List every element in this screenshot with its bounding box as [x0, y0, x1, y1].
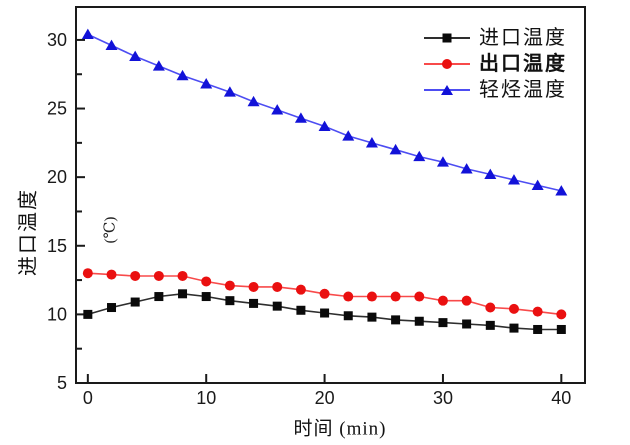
square-marker-icon — [225, 296, 235, 306]
plot-frame — [75, 6, 586, 384]
triangle-marker-icon — [555, 185, 568, 196]
square-marker-icon — [249, 298, 259, 308]
triangle-marker-icon — [294, 112, 307, 123]
triangle-marker-icon — [484, 168, 497, 180]
circle-marker-icon — [319, 288, 330, 299]
square-marker-icon — [130, 297, 140, 307]
legend-label: 出口温度 — [479, 53, 567, 75]
triangle-marker-icon — [441, 85, 453, 95]
circle-marker-icon — [414, 291, 425, 302]
series-light-hydrocarbon-temp — [81, 28, 568, 196]
circle-marker-icon — [366, 291, 377, 302]
legend-label: 轻烃温度 — [479, 79, 567, 101]
y-tick-label: 30 — [47, 30, 67, 50]
triangle-marker-icon — [318, 120, 331, 131]
legend-key-circle-icon — [424, 58, 470, 70]
square-marker-icon — [556, 324, 566, 334]
triangle-marker-icon — [200, 78, 213, 89]
square-marker-icon — [83, 309, 93, 319]
circle-marker-icon — [153, 270, 164, 281]
series-inlet-temp — [83, 289, 566, 334]
triangle-marker-icon — [129, 50, 142, 62]
circle-marker-icon — [201, 276, 212, 287]
y-tick-label: 10 — [47, 304, 67, 324]
x-tick-label: 30 — [433, 388, 453, 408]
square-marker-icon — [509, 323, 519, 333]
circle-marker-icon — [343, 291, 354, 302]
square-marker-icon — [154, 292, 164, 302]
square-marker-icon — [462, 319, 472, 329]
square-marker-icon — [343, 311, 353, 321]
triangle-marker-icon — [507, 174, 520, 185]
square-marker-icon — [442, 33, 452, 43]
triangle-marker-icon — [152, 60, 165, 71]
triangle-marker-icon — [436, 156, 449, 167]
legend-item-outlet-temp: 出口温度 — [424, 51, 567, 77]
legend-label: 进口温度 — [479, 27, 567, 49]
circle-marker-icon — [248, 281, 259, 292]
legend-key-triangle-icon — [424, 84, 470, 96]
circle-marker-icon — [437, 295, 448, 306]
triangle-marker-icon — [460, 163, 473, 174]
square-marker-icon — [414, 316, 424, 326]
triangle-marker-icon — [413, 150, 426, 162]
circle-marker-icon — [82, 268, 93, 279]
square-marker-icon — [320, 308, 330, 318]
x-tick-label: 10 — [196, 388, 216, 408]
x-tick-label: 40 — [551, 388, 571, 408]
y-axis-ticks: 5 10 15 20 25 30 — [47, 30, 85, 393]
triangle-marker-icon — [176, 69, 189, 81]
triangle-marker-icon — [271, 104, 284, 115]
circle-marker-icon — [532, 306, 543, 317]
triangle-marker-icon — [81, 28, 94, 40]
circle-marker-icon — [390, 291, 401, 302]
square-marker-icon — [201, 292, 211, 302]
x-axis-title: 时间 (min) — [293, 418, 387, 440]
x-axis-ticks: 0 10 20 30 40 — [83, 374, 571, 408]
triangle-marker-icon — [342, 130, 355, 141]
square-marker-icon — [485, 320, 495, 330]
square-marker-icon — [272, 301, 282, 311]
square-marker-icon — [107, 303, 117, 313]
legend-item-inlet-temp: 进口温度 — [424, 25, 567, 51]
legend-key-square-icon — [424, 32, 470, 44]
unit-annotation: (℃) — [102, 216, 119, 244]
circle-marker-icon — [272, 281, 283, 292]
series-outlet-temp — [82, 268, 567, 320]
triangle-marker-icon — [365, 137, 378, 148]
legend: 进口温度 出口温度 轻烃温度 — [424, 25, 567, 103]
square-marker-icon — [391, 315, 401, 325]
square-marker-icon — [533, 324, 543, 334]
triangle-marker-icon — [105, 39, 118, 51]
triangle-marker-icon — [223, 86, 236, 97]
square-marker-icon — [296, 305, 306, 315]
triangle-marker-icon — [247, 95, 260, 107]
y-tick-label: 20 — [47, 167, 67, 187]
square-marker-icon — [438, 318, 448, 328]
circle-marker-icon — [556, 309, 567, 320]
circle-marker-icon — [177, 270, 188, 281]
square-marker-icon — [367, 312, 377, 322]
circle-marker-icon — [295, 284, 306, 295]
circle-marker-icon — [508, 303, 519, 314]
y-tick-label: 5 — [57, 373, 67, 393]
y-axis-title: 进口温度 — [17, 188, 40, 276]
circle-marker-icon — [224, 280, 235, 291]
legend-item-light-hydrocarbon-temp: 轻烃温度 — [424, 77, 567, 103]
triangle-marker-icon — [389, 143, 402, 155]
y-tick-label: 15 — [47, 236, 67, 256]
y-tick-label: 25 — [47, 99, 67, 119]
circle-marker-icon — [461, 295, 472, 306]
square-marker-icon — [178, 289, 188, 299]
x-tick-label: 0 — [83, 388, 93, 408]
circle-marker-icon — [106, 269, 117, 280]
circle-marker-icon — [130, 270, 141, 281]
circle-marker-icon — [442, 59, 452, 69]
circle-marker-icon — [485, 302, 496, 313]
triangle-marker-icon — [531, 179, 544, 190]
x-tick-label: 20 — [315, 388, 335, 408]
